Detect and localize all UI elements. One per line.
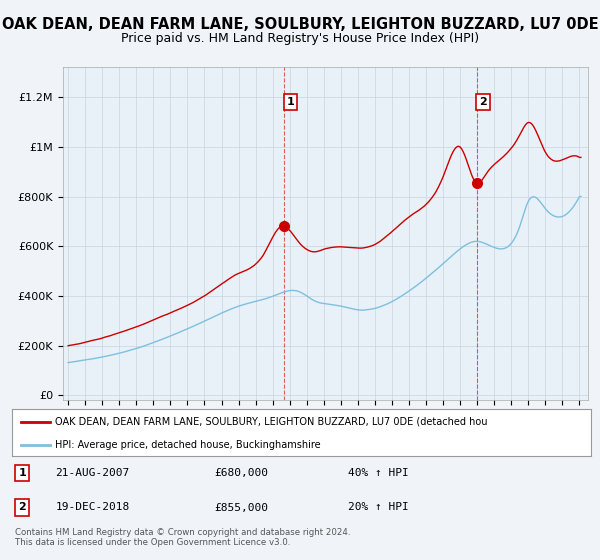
Text: 19-DEC-2018: 19-DEC-2018	[55, 502, 130, 512]
Text: OAK DEAN, DEAN FARM LANE, SOULBURY, LEIGHTON BUZZARD, LU7 0DE (detached hou: OAK DEAN, DEAN FARM LANE, SOULBURY, LEIG…	[55, 417, 488, 427]
Text: 1: 1	[19, 468, 26, 478]
Text: 1: 1	[286, 97, 294, 107]
Text: £680,000: £680,000	[215, 468, 269, 478]
Text: 2: 2	[19, 502, 26, 512]
Text: HPI: Average price, detached house, Buckinghamshire: HPI: Average price, detached house, Buck…	[55, 440, 321, 450]
Text: Contains HM Land Registry data © Crown copyright and database right 2024.
This d: Contains HM Land Registry data © Crown c…	[15, 528, 350, 548]
Text: OAK DEAN, DEAN FARM LANE, SOULBURY, LEIGHTON BUZZARD, LU7 0DE: OAK DEAN, DEAN FARM LANE, SOULBURY, LEIG…	[2, 17, 598, 32]
Text: 2: 2	[479, 97, 487, 107]
Text: 21-AUG-2007: 21-AUG-2007	[55, 468, 130, 478]
Text: 40% ↑ HPI: 40% ↑ HPI	[348, 468, 409, 478]
Text: 20% ↑ HPI: 20% ↑ HPI	[348, 502, 409, 512]
Text: £855,000: £855,000	[215, 502, 269, 512]
Text: Price paid vs. HM Land Registry's House Price Index (HPI): Price paid vs. HM Land Registry's House …	[121, 32, 479, 45]
